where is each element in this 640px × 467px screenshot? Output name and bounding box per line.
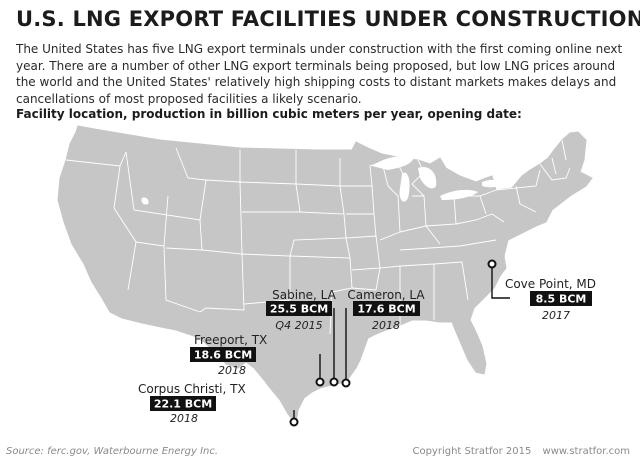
great-lakes [141,156,504,205]
capacity-value: 25.5 BCM [270,303,328,316]
label-freeport: Freeport, TX 18.6 BCM 2018 [190,333,267,377]
website-link[interactable]: www.stratfor.com [542,446,630,457]
label-sabine: Sabine, LA 25.5 BCM Q4 2015 [266,288,337,332]
description: The United States has five LNG export te… [16,42,623,106]
marker-cove-point [487,259,497,269]
label-cove-point: Cove Point, MD 8.5 BCM 2017 [505,277,596,322]
opening-date: 2017 [542,309,570,322]
facility-name: Corpus Christi, TX [138,382,246,396]
capacity-box [190,347,256,362]
capacity-box [150,396,216,411]
facility-name: Sabine, LA [272,288,337,302]
marker-freeport [315,377,325,387]
label-cameron: Cameron, LA 17.6 BCM 2018 [347,288,425,332]
capacity-box [353,301,420,316]
opening-date: 2018 [170,412,198,425]
page-title: U.S. LNG EXPORT FACILITIES UNDER CONSTRU… [16,7,640,31]
opening-date: 2018 [372,319,400,332]
capacity-box [266,301,332,316]
opening-date: Q4 2015 [275,319,322,332]
facility-markers [289,259,497,427]
copyright-text: Copyright Stratfor 2015 [412,446,532,457]
marker-corpus-christi [289,417,299,427]
legend-subheading: Facility location, production in billion… [16,107,522,121]
marker-sabine [329,377,339,387]
us-landmass [57,125,593,426]
capacity-value: 17.6 BCM [357,303,415,316]
credits: Copyright Stratfor 2015 www.stratfor.com [412,446,630,457]
facility-name: Cove Point, MD [505,277,596,291]
capacity-value: 8.5 BCM [536,293,587,306]
capacity-value: 22.1 BCM [154,398,212,411]
facility-name: Cameron, LA [347,288,425,302]
capacity-value: 18.6 BCM [194,349,252,362]
source-note: Source: ferc.gov, Waterbourne Energy Inc… [6,446,219,457]
marker-cameron [341,378,351,388]
opening-date: 2018 [218,364,246,377]
facility-name: Freeport, TX [194,333,267,347]
leader-lines [293,266,510,420]
capacity-box [530,291,592,306]
label-corpus-christi: Corpus Christi, TX 22.1 BCM 2018 [138,382,246,425]
